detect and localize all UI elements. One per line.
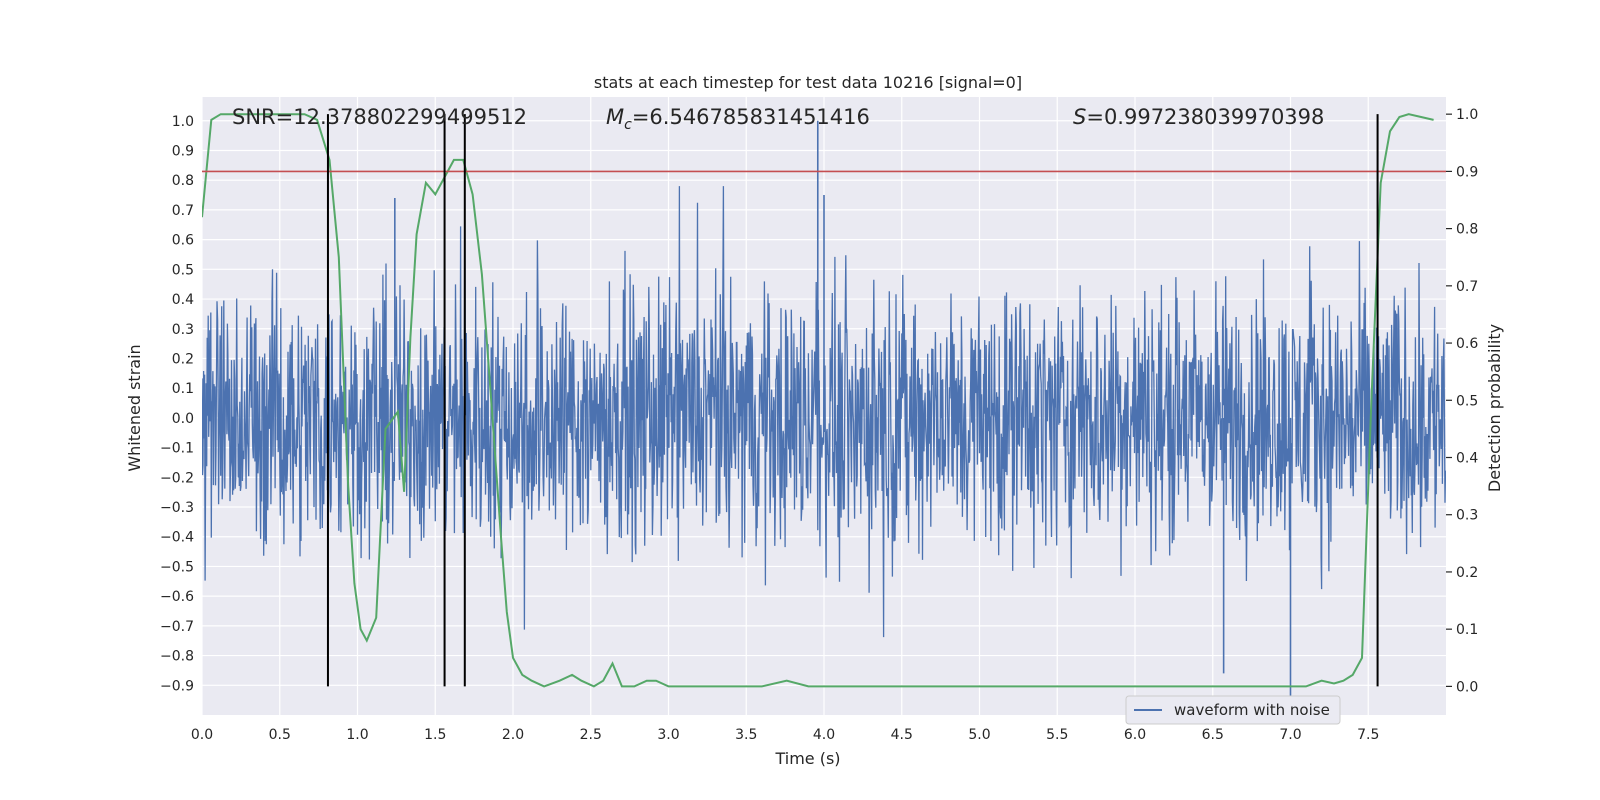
x-tick-label: 5.5 <box>1046 727 1068 743</box>
legend-box <box>1125 695 1341 725</box>
y-axis-left-label: Whitened strain <box>125 344 144 471</box>
y-left-tick-label: 0.1 <box>172 381 194 397</box>
chirp-mass-annotation: Mc=6.546785831451416 <box>606 105 870 133</box>
y-right-tick-label: 0.8 <box>1456 222 1478 238</box>
probability-line <box>202 113 1434 688</box>
y-left-tick-label: 0.4 <box>172 292 194 308</box>
chirp-mass-symbol: M <box>606 105 624 129</box>
x-tick-label: 0.5 <box>269 727 291 743</box>
y-right-tick-label: 0.6 <box>1456 336 1478 352</box>
x-tick-label: 6.5 <box>1202 727 1224 743</box>
y-right-tick-label: 0.9 <box>1456 164 1478 180</box>
probability-series <box>202 113 1446 688</box>
waveform-series <box>202 120 1446 707</box>
y-right-tick-label: 0.0 <box>1456 679 1478 695</box>
y-left-tick-label: 0.2 <box>172 351 194 367</box>
x-tick-label: 2.5 <box>580 727 602 743</box>
chirp-mass-value: =6.546785831451416 <box>632 105 870 129</box>
legend-label-waveform: waveform with noise <box>1174 701 1330 719</box>
x-tick-label: 4.5 <box>891 727 913 743</box>
x-axis-label: Time (s) <box>774 749 840 768</box>
legend: waveform with noise <box>1125 695 1341 725</box>
x-tick-label: 0.0 <box>191 727 213 743</box>
x-tick-label: 1.5 <box>424 727 446 743</box>
y-left-tick-label: 0.9 <box>172 143 194 159</box>
x-axis-ticks: 0.0 0.5 1.0 1.5 2.0 2.5 3.0 3.5 4.0 4.5 5.0 5.5 6.0 6… <box>191 727 1380 743</box>
y-axis-right-label: Detection probability <box>1485 324 1504 492</box>
y-axis-left-ticks: −0.9 −0.8 −0.7 −0.6 −0.5 −0.4 −0.3 −0.2 −0.1 0.0 0… <box>160 114 194 695</box>
s-value: =0.997238039970398 <box>1086 105 1324 129</box>
y-left-tick-label: −0.1 <box>160 441 194 457</box>
y-left-tick-label: −0.9 <box>160 678 194 694</box>
x-tick-label: 2.0 <box>502 727 524 743</box>
x-tick-label: 3.0 <box>657 727 679 743</box>
s-annotation: S=0.997238039970398 <box>1073 105 1324 129</box>
s-symbol: S <box>1073 105 1086 129</box>
x-tick-label: 1.0 <box>346 727 368 743</box>
chart-title: stats at each timestep for test data 102… <box>594 73 1022 92</box>
y-left-tick-label: −0.8 <box>160 649 194 665</box>
y-left-tick-label: 0.8 <box>172 173 194 189</box>
y-left-tick-label: −0.5 <box>160 559 194 575</box>
x-tick-label: 7.0 <box>1279 727 1301 743</box>
y-right-tick-label: 0.7 <box>1456 279 1478 295</box>
x-tick-label: 7.5 <box>1357 727 1379 743</box>
y-left-tick-label: −0.6 <box>160 589 194 605</box>
y-left-tick-label: 0.0 <box>172 411 194 427</box>
plot-content <box>202 113 1446 707</box>
y-right-tick-label: 0.2 <box>1456 565 1478 581</box>
y-right-tick-label: 0.4 <box>1456 451 1478 467</box>
x-tick-label: 6.0 <box>1124 727 1146 743</box>
y-left-tick-label: 0.5 <box>172 262 194 278</box>
vertical-lines <box>326 114 1379 687</box>
chirp-mass-subscript: c <box>624 117 632 133</box>
y-right-tick-label: 0.1 <box>1456 622 1478 638</box>
y-left-tick-label: −0.2 <box>160 470 194 486</box>
y-left-tick-label: −0.7 <box>160 619 194 635</box>
snr-annotation: SNR=12.378802299499512 <box>232 105 527 129</box>
x-tick-label: 3.5 <box>735 727 757 743</box>
y-left-tick-label: −0.3 <box>160 500 194 516</box>
y-left-tick-label: 0.6 <box>172 233 194 249</box>
y-left-tick-label: 0.3 <box>172 322 194 338</box>
y-right-tick-label: 1.0 <box>1456 107 1478 123</box>
y-left-tick-label: −0.4 <box>160 530 194 546</box>
y-right-tick-label: 0.3 <box>1456 508 1478 524</box>
y-left-tick-label: 0.7 <box>172 203 194 219</box>
x-tick-label: 4.0 <box>813 727 835 743</box>
y-right-tick-label: 0.5 <box>1456 393 1478 409</box>
y-axis-right-ticks: 0.0 0.1 0.2 0.3 0.4 0.5 0.6 0.7 0.8 0.9 1.0 <box>1446 107 1478 695</box>
x-tick-label: 5.0 <box>968 727 990 743</box>
y-left-tick-label: 1.0 <box>172 114 194 130</box>
